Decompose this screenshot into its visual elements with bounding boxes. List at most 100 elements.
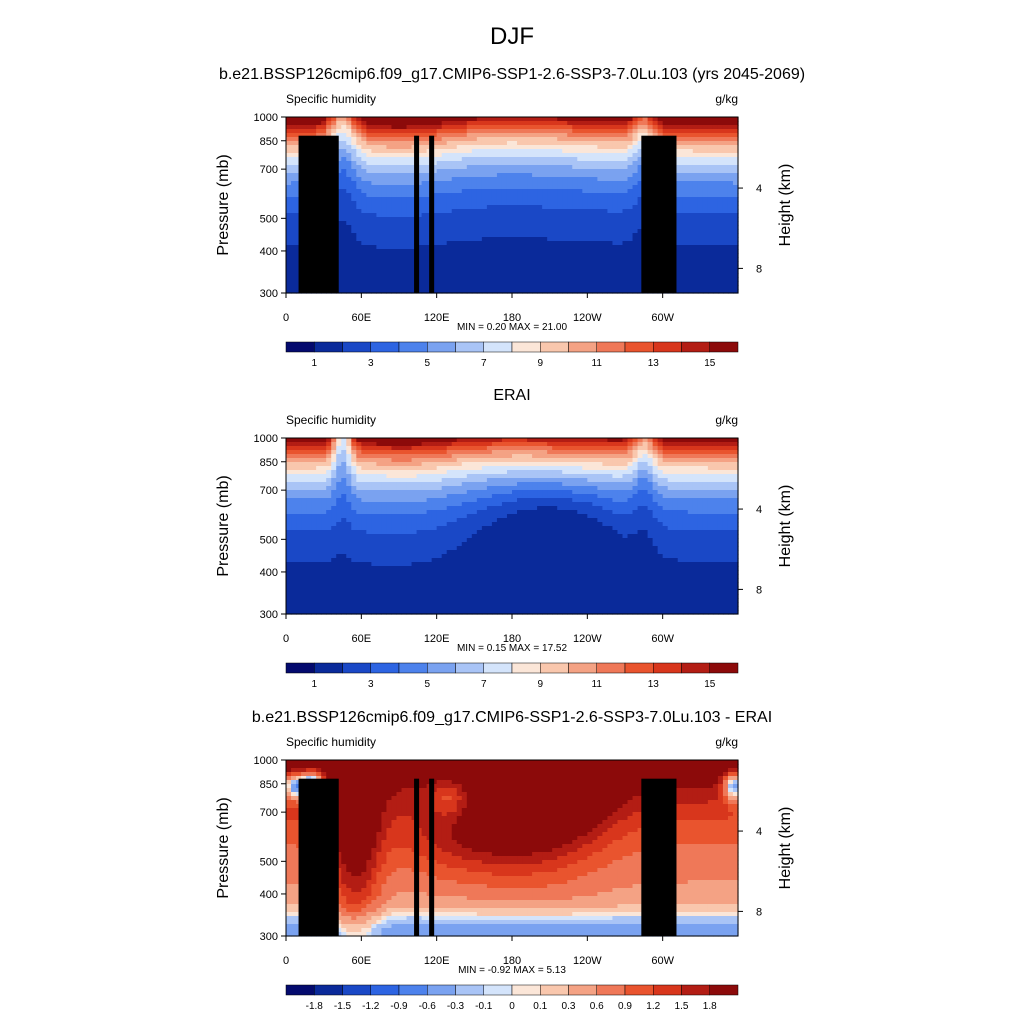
heatmap-cell xyxy=(632,281,639,286)
heatmap-cell xyxy=(727,153,734,158)
heatmap-cell xyxy=(441,249,448,254)
heatmap-cell xyxy=(371,137,377,142)
heatmap-cell xyxy=(451,201,458,206)
heatmap-cell xyxy=(727,209,734,214)
heatmap-cell xyxy=(471,237,478,242)
heatmap-cell xyxy=(542,237,548,242)
heatmap-cell xyxy=(672,454,679,459)
heatmap-cell xyxy=(351,470,357,475)
heatmap-cell xyxy=(396,193,403,198)
heatmap-cell xyxy=(491,209,498,214)
heatmap-cell xyxy=(552,141,558,146)
heatmap-cell xyxy=(632,269,639,274)
heatmap-cell xyxy=(577,285,583,290)
heatmap-cell xyxy=(572,269,578,274)
heatmap-cell xyxy=(391,281,398,286)
heatmap-cell xyxy=(627,257,634,262)
heatmap-cell xyxy=(471,229,478,234)
heatmap-cell xyxy=(506,189,513,194)
heatmap-cell xyxy=(537,289,543,294)
heatmap-cell xyxy=(436,257,443,262)
heatmap-cell xyxy=(542,161,548,166)
heatmap-cell xyxy=(517,141,523,146)
heatmap-cell xyxy=(446,217,453,222)
heatmap-cell xyxy=(687,157,694,162)
heatmap-cell xyxy=(481,462,488,467)
heatmap-cell xyxy=(406,177,413,182)
heatmap-cell xyxy=(562,273,568,278)
heatmap-cell xyxy=(532,189,538,194)
y-tick-label: 400 xyxy=(260,246,278,258)
heatmap-cell xyxy=(481,181,488,186)
heatmap-cell xyxy=(496,201,503,206)
heatmap-cell xyxy=(717,257,724,262)
heatmap-cell xyxy=(436,221,443,226)
heatmap-cell xyxy=(381,189,388,194)
heatmap-cell xyxy=(371,245,377,250)
heatmap-cell xyxy=(547,173,553,178)
heatmap-cell xyxy=(732,253,739,258)
heatmap-cell xyxy=(331,129,337,134)
heatmap-cell xyxy=(582,209,588,214)
heatmap-cell xyxy=(682,197,689,202)
heatmap-cell xyxy=(461,125,468,130)
heatmap-cell xyxy=(461,149,468,154)
heatmap-cell xyxy=(491,245,498,250)
heatmap-cell xyxy=(622,273,629,278)
heatmap-cell xyxy=(441,145,448,150)
heatmap-cell xyxy=(717,189,724,194)
heatmap-cell xyxy=(632,221,639,226)
heatmap-cell xyxy=(722,209,729,214)
heatmap-cell xyxy=(572,257,578,262)
heatmap-cell xyxy=(371,221,377,226)
heatmap-cell xyxy=(637,157,644,162)
heatmap-cell xyxy=(552,454,558,459)
heatmap-cell xyxy=(371,165,377,170)
heatmap-cell xyxy=(732,233,739,238)
heatmap-cell xyxy=(572,241,578,246)
heatmap-cell xyxy=(522,165,528,170)
heatmap-cell xyxy=(602,137,609,142)
heatmap-cell xyxy=(401,458,408,463)
heatmap-cell xyxy=(652,121,659,126)
heatmap-cell xyxy=(597,117,603,122)
heatmap-cell xyxy=(471,201,478,206)
heatmap-cell xyxy=(356,285,362,290)
x-tick-label: 0 xyxy=(283,312,289,324)
colorbar-label: 7 xyxy=(481,358,487,369)
heatmap-cell xyxy=(381,173,388,178)
heatmap-cell xyxy=(637,265,644,270)
heatmap-cell xyxy=(607,209,614,214)
heatmap-cell xyxy=(436,141,443,146)
heatmap-cell xyxy=(396,446,403,451)
heatmap-cell xyxy=(491,470,498,475)
heatmap-cell xyxy=(732,438,739,443)
heatmap-cell xyxy=(391,189,398,194)
heatmap-cell xyxy=(296,450,302,455)
heatmap-cell xyxy=(431,237,438,242)
heatmap-cell xyxy=(572,133,578,138)
heatmap-cell xyxy=(286,454,292,459)
heatmap-cell xyxy=(476,474,483,479)
heatmap-cell xyxy=(446,145,453,150)
heatmap-cell xyxy=(722,269,729,274)
heatmap-cell xyxy=(567,245,573,250)
heatmap-cell xyxy=(416,189,423,194)
heatmap-cell xyxy=(396,458,403,463)
heatmap-cell xyxy=(587,281,593,286)
heatmap-cell xyxy=(481,201,488,206)
heatmap-cell xyxy=(486,249,493,254)
heatmap-cell xyxy=(421,157,428,162)
heatmap-cell xyxy=(687,121,694,126)
heatmap-cell xyxy=(286,474,292,479)
heatmap-cell xyxy=(456,185,463,190)
heatmap-cell xyxy=(547,269,553,274)
heatmap-cell xyxy=(496,177,503,182)
heatmap-cell xyxy=(466,213,473,218)
heatmap-cell xyxy=(421,209,428,214)
heatmap-cell xyxy=(692,169,699,174)
heatmap-cell xyxy=(557,273,563,278)
heatmap-cell xyxy=(522,225,528,230)
heatmap-cell xyxy=(456,217,463,222)
heatmap-cell xyxy=(416,133,423,138)
